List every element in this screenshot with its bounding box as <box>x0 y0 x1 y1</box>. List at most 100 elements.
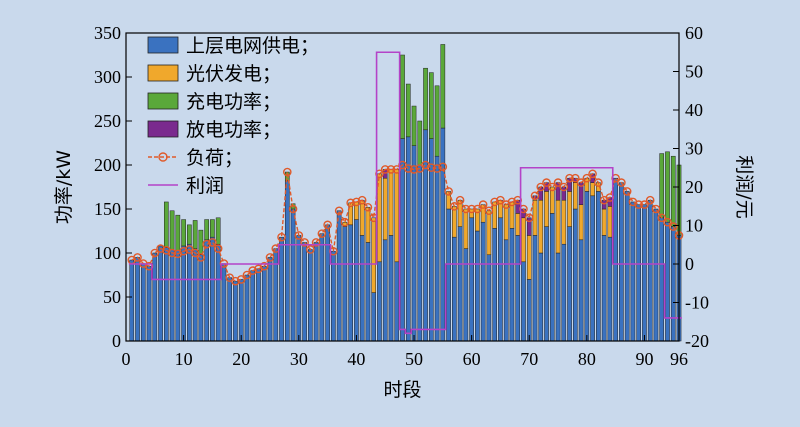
load-point <box>259 261 269 271</box>
profit-line <box>128 51 682 335</box>
bar <box>469 208 474 219</box>
bar <box>515 199 521 214</box>
bar <box>417 164 423 342</box>
bar <box>498 217 503 342</box>
load-point <box>553 178 563 187</box>
bar <box>555 252 561 342</box>
bar <box>233 280 238 342</box>
bar <box>549 213 555 342</box>
bar <box>394 169 400 263</box>
y-right-tick-label: 60 <box>685 23 703 43</box>
y-right-tick-label: 0 <box>685 254 694 274</box>
legend-label: 上层电网供电； <box>186 35 319 57</box>
bar <box>175 250 181 342</box>
load-point <box>559 182 569 192</box>
bar <box>221 263 227 342</box>
x-tick-label: 80 <box>578 349 596 369</box>
load-point <box>634 200 643 209</box>
load-point <box>352 197 361 207</box>
bar <box>601 199 607 210</box>
bar <box>388 169 394 236</box>
y-right-tick-label: -20 <box>685 331 709 351</box>
bar <box>279 236 284 342</box>
y-right-axis-title: 利润/元 <box>733 155 755 218</box>
load-point <box>657 213 667 223</box>
bar <box>146 265 152 342</box>
load-point <box>588 169 597 179</box>
y-left-tick-label: 200 <box>94 155 121 175</box>
bar <box>446 208 451 342</box>
bar <box>336 210 342 342</box>
y-right-tick-label: 40 <box>685 100 703 120</box>
bar <box>319 233 325 342</box>
load-point <box>576 178 586 187</box>
bar <box>158 245 163 342</box>
bar <box>555 199 561 254</box>
bar <box>428 138 434 342</box>
y-right-tick-label: 10 <box>685 216 703 236</box>
bar <box>215 243 221 342</box>
legend: 上层电网供电； 光伏发电； 充电功率； 放电功率； 负荷； 利润 <box>147 35 319 197</box>
load-point <box>565 173 574 183</box>
load-point <box>202 239 211 249</box>
bar <box>261 265 267 342</box>
load-point <box>467 204 476 214</box>
bar <box>630 201 636 342</box>
bar <box>434 85 440 157</box>
bar <box>140 263 146 342</box>
bar <box>532 199 538 236</box>
load-point <box>231 276 240 286</box>
load-point <box>346 198 355 208</box>
load-point <box>380 165 390 174</box>
y-left-tick-label: 50 <box>103 287 121 307</box>
x-axis-title: 时段 <box>383 379 421 401</box>
bar <box>371 217 377 293</box>
bar <box>175 214 181 251</box>
legend-label: 利润 <box>186 175 224 197</box>
bar <box>342 221 348 227</box>
load-point <box>208 238 217 247</box>
bar <box>670 226 676 342</box>
bar <box>250 270 256 342</box>
legend-label: 光伏发电； <box>186 63 281 85</box>
load-point <box>645 195 655 205</box>
bar <box>411 145 417 342</box>
load-point <box>582 173 592 183</box>
bar <box>567 226 572 342</box>
load-point <box>306 245 315 254</box>
bar <box>544 191 549 227</box>
bar <box>198 254 204 342</box>
y-left-tick-label: 350 <box>94 23 121 43</box>
line-layer <box>127 51 684 335</box>
bar <box>187 243 192 342</box>
y-left-tick-label: 100 <box>94 243 121 263</box>
axes: 050100150200250300350-20-100102030405060… <box>53 23 755 401</box>
bar <box>670 155 676 227</box>
x-tick-label: 70 <box>520 349 538 369</box>
bar <box>152 252 158 342</box>
bar <box>486 210 492 256</box>
bar <box>526 279 532 342</box>
load-point <box>444 187 453 196</box>
bar <box>613 177 618 342</box>
bar <box>480 204 486 223</box>
bar <box>440 44 446 129</box>
load-point <box>507 197 517 207</box>
load-point <box>236 275 246 284</box>
load-point <box>536 182 546 192</box>
load-point <box>617 178 626 187</box>
bar <box>561 243 567 342</box>
bar <box>313 242 319 342</box>
bar <box>354 219 359 342</box>
load-point <box>340 217 350 227</box>
bar <box>647 199 653 342</box>
bar <box>503 239 509 342</box>
load-point <box>668 222 678 231</box>
load-point <box>409 165 419 174</box>
x-tick-label: 10 <box>175 349 193 369</box>
bar <box>365 206 371 243</box>
bar <box>215 217 221 245</box>
bar <box>590 195 595 342</box>
bar <box>521 217 526 263</box>
bar <box>486 254 492 342</box>
